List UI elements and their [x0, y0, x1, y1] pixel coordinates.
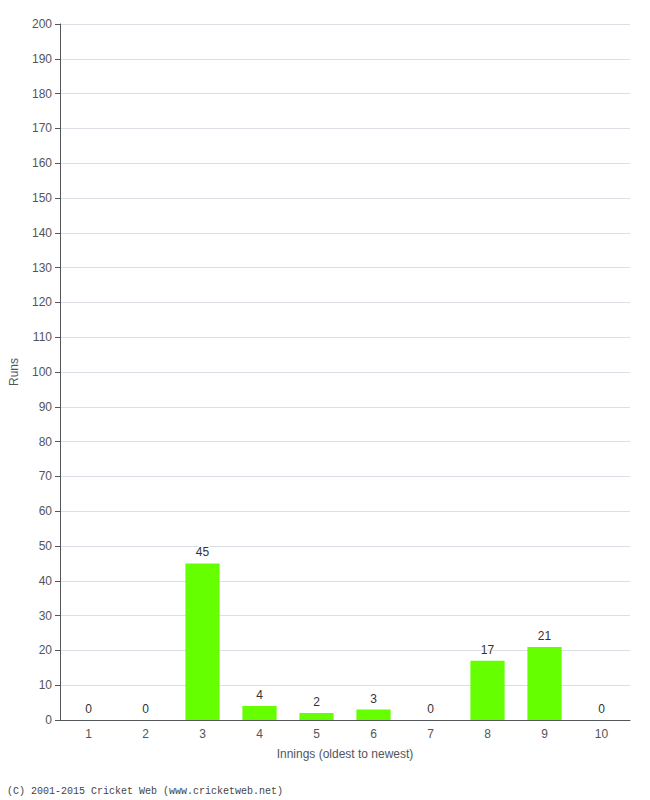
svg-text:130: 130	[32, 261, 52, 275]
svg-text:3: 3	[370, 692, 377, 706]
svg-text:9: 9	[541, 727, 548, 741]
svg-text:3: 3	[199, 727, 206, 741]
svg-text:0: 0	[598, 702, 605, 716]
svg-text:110: 110	[33, 330, 52, 344]
svg-text:17: 17	[481, 643, 495, 657]
svg-text:2: 2	[142, 727, 149, 741]
svg-text:6: 6	[370, 727, 377, 741]
svg-text:190: 190	[32, 52, 52, 66]
svg-text:30: 30	[39, 609, 53, 623]
svg-text:0: 0	[142, 702, 149, 716]
svg-text:0: 0	[427, 702, 434, 716]
svg-text:140: 140	[32, 226, 52, 240]
svg-text:200: 200	[32, 17, 52, 31]
svg-text:170: 170	[32, 121, 52, 135]
svg-text:100: 100	[32, 365, 52, 379]
svg-text:7: 7	[427, 727, 434, 741]
svg-text:21: 21	[538, 629, 552, 643]
svg-text:(C) 2001-2015 Cricket Web (www: (C) 2001-2015 Cricket Web (www.cricketwe…	[7, 786, 283, 797]
svg-text:70: 70	[39, 469, 53, 483]
svg-text:Runs: Runs	[7, 358, 21, 386]
svg-text:10: 10	[595, 727, 609, 741]
svg-text:50: 50	[39, 539, 53, 553]
svg-text:80: 80	[39, 435, 53, 449]
svg-text:0: 0	[45, 713, 52, 727]
svg-text:40: 40	[39, 574, 53, 588]
svg-text:0: 0	[85, 702, 92, 716]
svg-text:60: 60	[39, 504, 53, 518]
svg-text:Innings (oldest to newest): Innings (oldest to newest)	[277, 747, 414, 761]
svg-text:20: 20	[39, 643, 53, 657]
svg-text:150: 150	[32, 191, 52, 205]
svg-text:4: 4	[256, 727, 263, 741]
svg-text:180: 180	[32, 87, 52, 101]
svg-text:5: 5	[313, 727, 320, 741]
svg-text:1: 1	[85, 727, 92, 741]
svg-text:8: 8	[484, 727, 491, 741]
svg-text:10: 10	[39, 678, 53, 692]
svg-text:160: 160	[32, 156, 52, 170]
svg-text:120: 120	[32, 295, 52, 309]
svg-text:90: 90	[39, 400, 53, 414]
svg-text:4: 4	[256, 688, 263, 702]
svg-text:2: 2	[313, 695, 320, 709]
svg-text:45: 45	[196, 545, 210, 559]
